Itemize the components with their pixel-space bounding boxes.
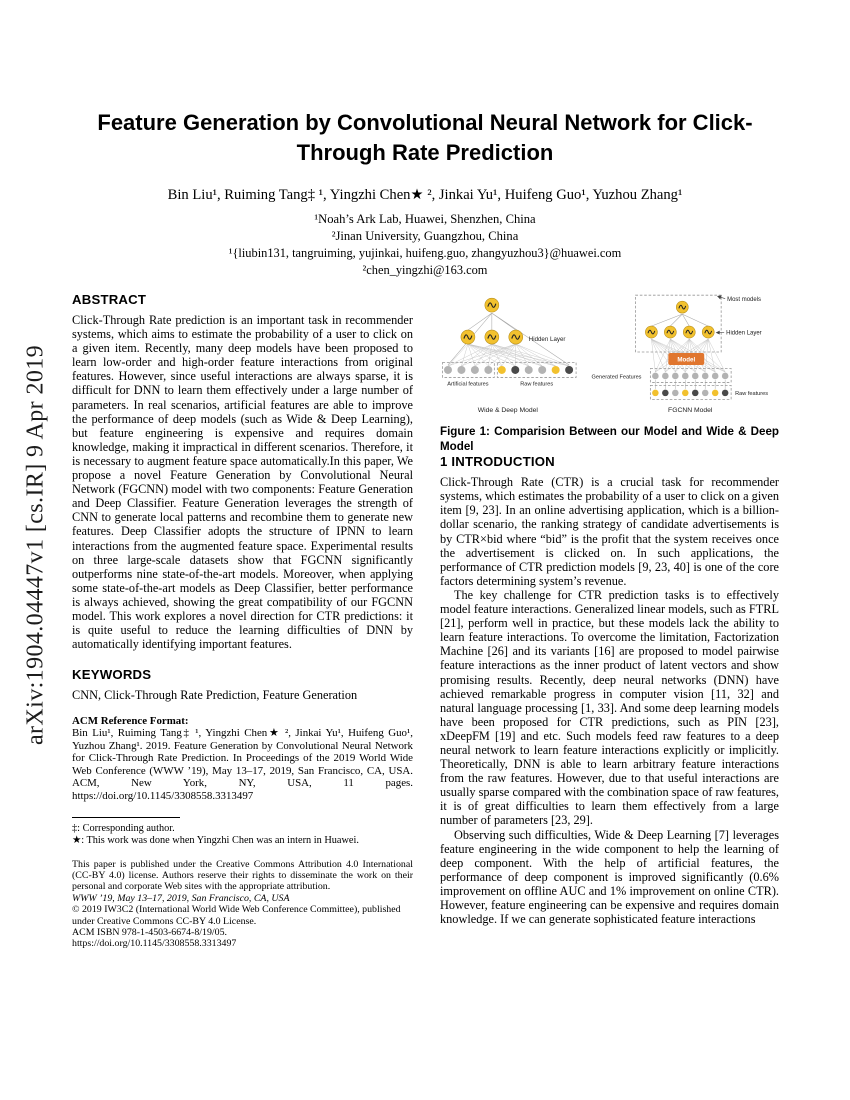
isbn-line: ACM ISBN 978-1-4503-6674-8/19/05. [72,926,227,938]
keywords-text: CNN, Click-Through Rate Prediction, Feat… [72,688,358,703]
email-huawei: ¹{liubin131, tangruiming, yujinkai, huif… [228,246,622,261]
wide-deep-diagram: Hidden Layer [442,297,577,414]
hidden-layer-label-left: Hidden Layer [529,336,566,343]
hidden-layer-arrow-icon [715,330,720,335]
artificial-feature-dots [443,365,493,374]
license-text: This paper is published under the Creati… [72,858,413,893]
abstract-text: Click-Through Rate prediction is an impo… [72,313,413,652]
hidden-layer-label-right: Hidden Layer [726,331,762,337]
acm-reference-text: Bin Liu¹, Ruiming Tang‡ ¹, Yingzhi Chen★… [72,727,413,802]
fgcnn-diagram: Model [592,294,768,414]
email-163: ²chen_yingzhi@163.com [362,263,488,278]
figure1-caption: Figure 1: Comparision Between our Model … [440,425,779,453]
raw-features-label-right: Raw features [735,391,768,397]
arxiv-sidebar-label: arXiv:1904.04447v1 [cs.IR] 9 Apr 2019 [22,344,49,746]
doi-link[interactable]: https://doi.org/10.1145/3308558.3313497 [72,938,237,950]
most-models-box [635,294,722,353]
raw-feature-dots-left [497,365,574,374]
right-column: Hidden Layer [440,292,779,926]
footnote-corresponding: ‡: Corresponding author. [72,823,175,835]
hidden-layer-nodes-right [644,325,715,339]
generated-features-box [649,368,732,383]
generated-feature-dots [652,372,729,380]
keywords-block: KEYWORDS CNN, Click-Through Rate Predict… [72,667,413,702]
title-block: Feature Generation by Convolutional Neur… [0,108,850,278]
introduction-heading: 1 INTRODUCTION [440,454,555,470]
output-node-right [675,300,689,314]
raw-features-label-left: Raw features [520,381,553,387]
footnote-separator [72,817,180,819]
affiliation-1: ¹Noah’s Ark Lab, Huawei, Shenzhen, China [314,212,536,227]
artificial-features-box [442,362,495,378]
raw-feature-dots-right [652,389,729,397]
venue-line: WWW ’19, May 13–17, 2019, San Francisco,… [72,892,290,904]
intro-paragraph-1: Click-Through Rate (CTR) is a crucial ta… [440,475,779,588]
affiliation-2: ²Jinan University, Guangzhou, China [331,229,519,244]
most-models-arrow-icon [716,295,722,300]
generated-features-label: Generated Features [592,374,642,380]
keywords-heading: KEYWORDS [72,667,152,683]
authors-line: Bin Liu¹, Ruiming Tang‡ ¹, Yingzhi Chen★… [167,187,683,204]
fgcnn-model-caption: FGCNN Model [668,407,713,414]
intro-paragraph-2: The key challenge for CTR prediction tas… [440,587,779,828]
acm-reference-block: ACM Reference Format: Bin Liu¹, Ruiming … [72,715,413,802]
paper-title: Feature Generation by Convolutional Neur… [97,110,753,165]
copyright-line: © 2019 IW3C2 (International World Wide W… [72,904,401,927]
figure1-diagram: Hidden Layer [442,294,768,414]
raw-features-box-left [496,362,577,378]
wide-deep-model-caption: Wide & Deep Model [478,407,539,414]
artificial-features-label: Artificial features [447,381,488,387]
footnote-intern: ★: This work was done when Yingzhi Chen … [72,835,359,847]
model-box-label: Model [677,357,695,364]
license-block: This paper is published under the Creati… [72,859,413,950]
acm-reference-heading: ACM Reference Format: [72,715,189,728]
figure1: Hidden Layer [440,292,779,454]
model-box [668,353,705,365]
most-models-label: Most models [727,297,761,303]
left-column: ABSTRACT Click-Through Rate prediction i… [72,292,413,950]
output-node-left [484,297,500,313]
abstract-heading: ABSTRACT [72,292,147,307]
hidden-layer-nodes-left [460,329,524,345]
intro-paragraph-3: Observing such difficulties, Wide & Deep… [440,827,779,927]
